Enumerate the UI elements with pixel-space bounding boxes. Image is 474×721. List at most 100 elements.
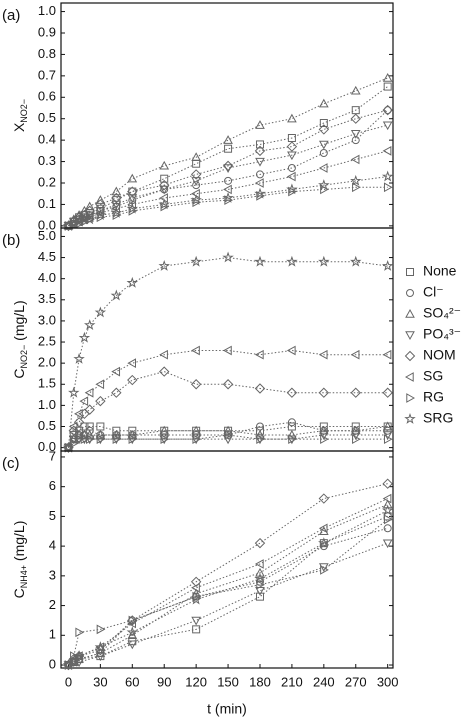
legend-label: NOM <box>423 347 456 363</box>
y-tick-label: 1.5 <box>38 376 56 391</box>
y-tick-label: 0.9 <box>38 24 56 39</box>
marker <box>159 425 170 435</box>
y-label-main: C <box>11 588 27 598</box>
marker <box>286 141 298 152</box>
marker <box>352 182 361 193</box>
marker <box>254 187 266 199</box>
marker <box>288 434 297 445</box>
marker <box>190 169 202 180</box>
marker <box>73 417 85 428</box>
marker <box>112 434 122 445</box>
marker <box>62 441 75 453</box>
marker <box>254 559 264 569</box>
marker <box>318 387 330 398</box>
marker <box>318 124 330 135</box>
x-tick-label: 300 <box>377 674 399 689</box>
marker <box>224 176 233 185</box>
marker <box>159 435 170 445</box>
marker <box>192 591 202 602</box>
marker <box>222 160 234 172</box>
marker <box>350 387 361 398</box>
marker <box>73 650 85 661</box>
marker <box>222 379 234 390</box>
marker <box>191 345 200 356</box>
x-tick-label: 150 <box>217 674 239 689</box>
marker <box>318 349 328 360</box>
marker <box>352 434 361 445</box>
marker <box>351 422 360 431</box>
marker <box>318 255 330 267</box>
marker <box>126 202 139 214</box>
marker <box>94 306 107 318</box>
marker <box>255 429 265 439</box>
series-line <box>67 257 388 448</box>
legend-marker <box>404 350 416 362</box>
marker <box>191 582 200 593</box>
marker <box>70 438 79 449</box>
legend-label: SRG <box>423 410 453 426</box>
y-tick-label: 4.0 <box>38 270 56 285</box>
marker <box>111 429 122 439</box>
marker <box>112 196 121 205</box>
legend-marker <box>405 331 415 341</box>
marker <box>84 387 94 398</box>
marker <box>350 349 360 360</box>
y-label-sub: NO2− <box>19 345 29 369</box>
marker <box>382 104 393 116</box>
marker <box>191 177 201 186</box>
y-tick-label: 0.4 <box>38 132 56 147</box>
marker <box>84 319 96 331</box>
marker <box>68 386 80 398</box>
marker <box>224 195 234 205</box>
marker <box>126 276 139 288</box>
marker <box>255 592 264 601</box>
y-tick-label: 7 <box>49 448 56 463</box>
marker <box>75 434 85 445</box>
marker <box>383 426 392 435</box>
marker <box>86 434 95 445</box>
marker <box>85 426 94 435</box>
marker <box>95 379 105 390</box>
legend-marker <box>405 308 415 318</box>
y-tick-label: 3.5 <box>38 291 56 306</box>
marker <box>255 157 265 167</box>
marker <box>318 523 328 534</box>
marker <box>286 183 298 195</box>
marker <box>351 136 360 145</box>
x-tick-label: 0 <box>65 674 72 689</box>
marker <box>383 106 392 115</box>
marker <box>383 524 392 533</box>
marker <box>223 345 232 356</box>
y-tick-label: 5 <box>49 508 56 523</box>
series-line <box>68 542 388 666</box>
marker <box>127 435 138 445</box>
x-axis-label: t (min) <box>207 701 247 717</box>
marker <box>190 576 202 588</box>
marker <box>159 349 168 360</box>
marker <box>383 514 393 525</box>
marker <box>256 434 266 445</box>
y-label-main: X <box>11 122 27 132</box>
marker <box>224 430 234 440</box>
plot-frame <box>60 450 394 669</box>
series-line <box>68 504 388 666</box>
marker <box>95 207 106 216</box>
marker <box>350 130 361 139</box>
marker <box>222 251 234 263</box>
marker <box>191 616 201 626</box>
marker <box>286 255 298 267</box>
marker <box>254 537 266 549</box>
y-tick-label: 0.8 <box>38 46 56 61</box>
marker <box>110 289 123 301</box>
series-line <box>68 518 388 666</box>
y-tick-label: 0.5 <box>38 418 56 433</box>
x-tick-label: 180 <box>249 674 271 689</box>
marker <box>382 478 393 489</box>
marker <box>84 201 95 211</box>
y-tick-label: 0.3 <box>38 153 56 168</box>
y-tick-label: 5.0 <box>38 228 56 243</box>
marker <box>320 565 329 575</box>
marker <box>191 152 201 161</box>
legend-label: RG <box>423 389 444 405</box>
marker <box>254 255 266 267</box>
